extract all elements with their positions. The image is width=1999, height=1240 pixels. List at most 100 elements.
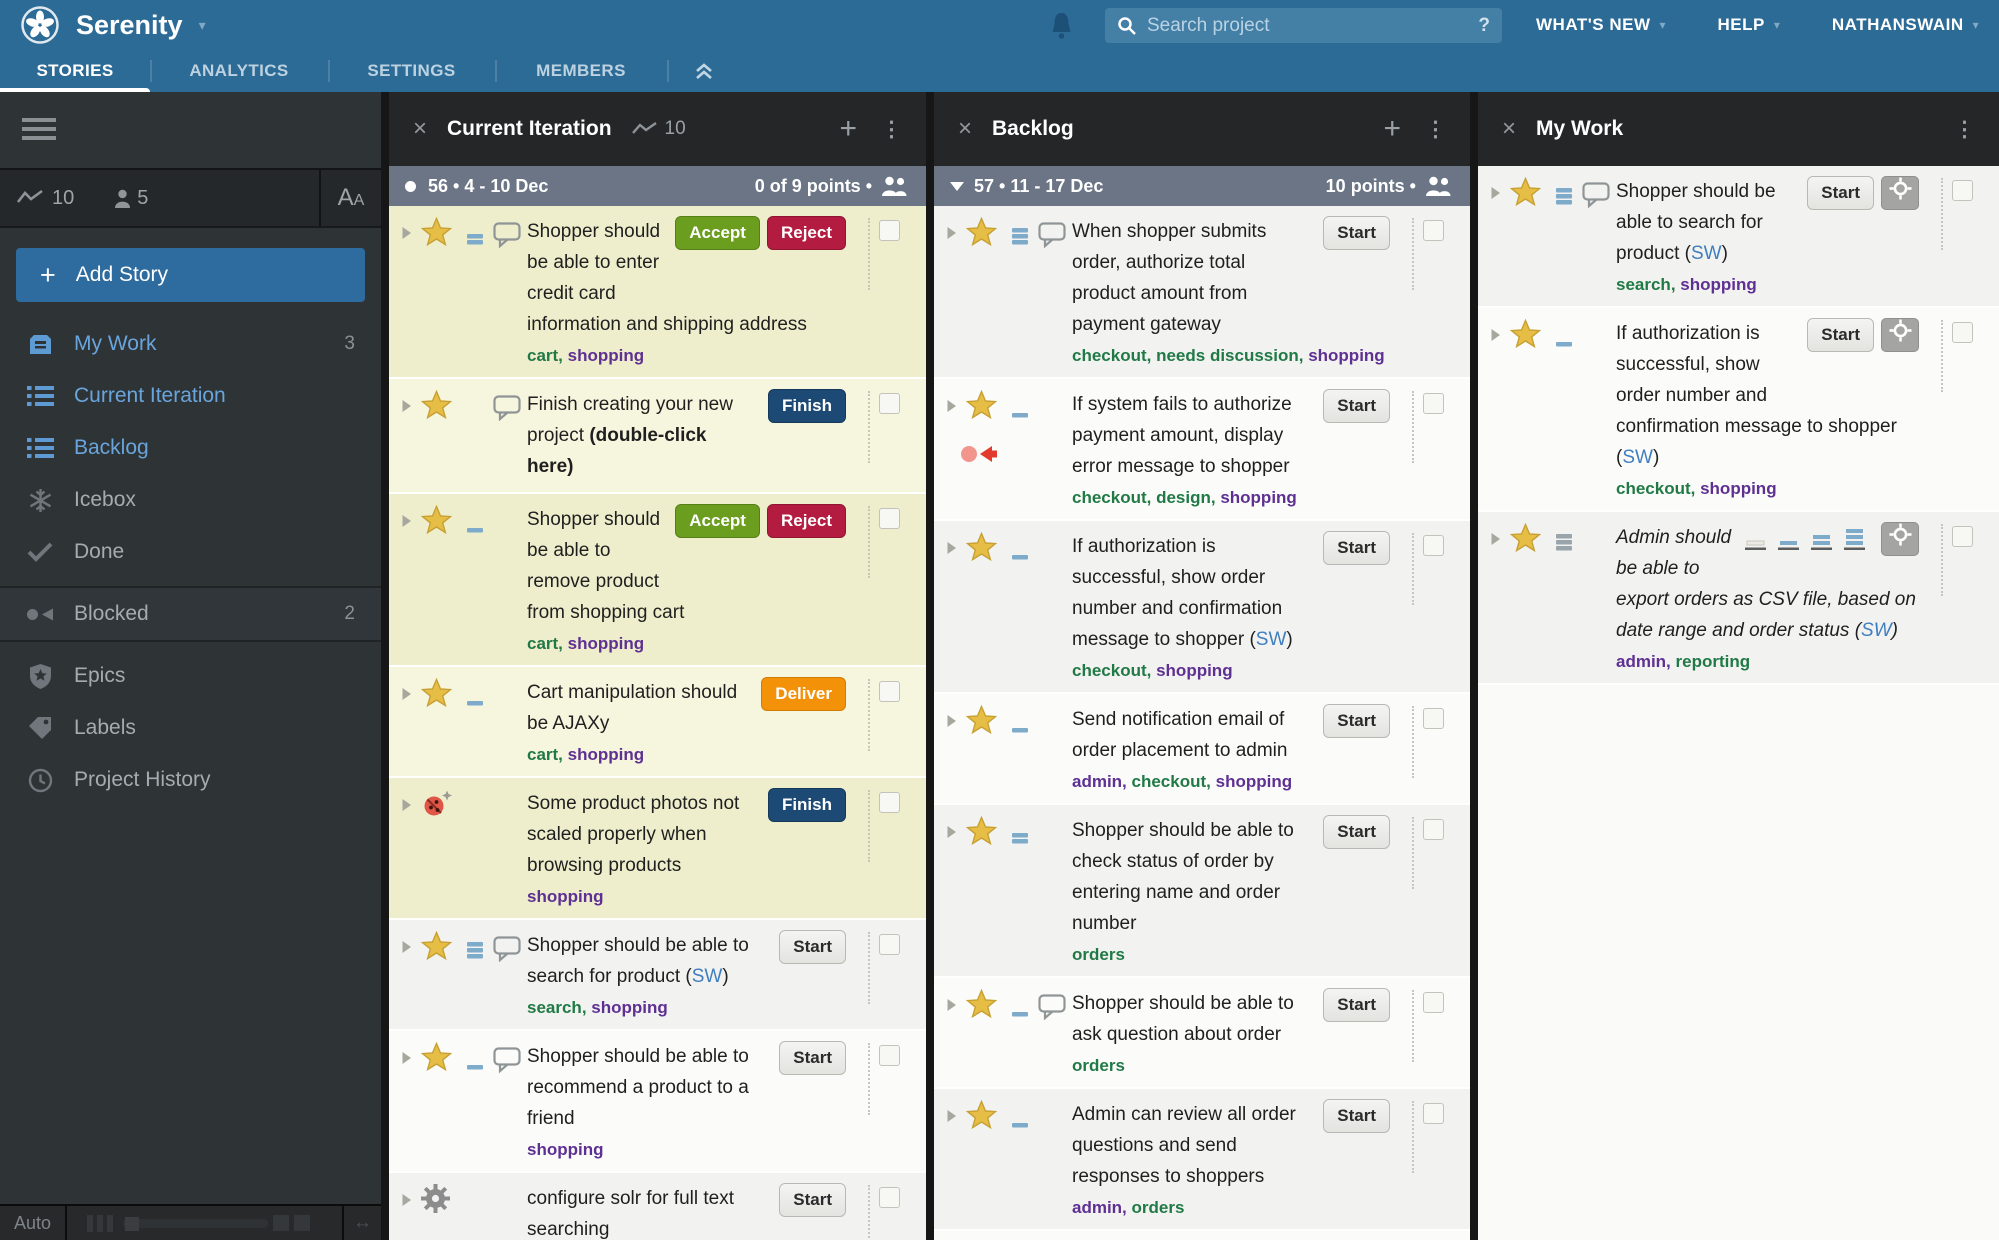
drag-handle[interactable] [1941, 178, 1943, 250]
story-row[interactable]: Accept Reject Shopper should be able to re… [389, 494, 926, 667]
story-label[interactable]: checkout, [1072, 661, 1157, 680]
top-menu-item[interactable]: NATHANSWAIN ▾ [1832, 15, 1979, 35]
layout-squares-icon[interactable] [273, 1215, 310, 1231]
story-title-link[interactable]: SW [1255, 629, 1287, 650]
panel-add-story-button[interactable]: + [1383, 112, 1401, 145]
story-label[interactable]: shopping [1220, 488, 1297, 507]
story-checkbox[interactable] [1952, 322, 1973, 343]
drag-handle[interactable] [868, 391, 870, 463]
start-button[interactable]: Start [1323, 531, 1390, 565]
auto-mode-toggle[interactable]: Auto [0, 1206, 67, 1240]
drag-handle[interactable] [1412, 706, 1414, 778]
iteration-strip[interactable]: 57 • 11 - 17 Dec 10 points • [934, 166, 1470, 206]
drag-handle[interactable] [1412, 533, 1414, 605]
sidebar-item-backlog[interactable]: Backlog [0, 422, 381, 474]
story-label[interactable]: cart, [527, 346, 568, 365]
panel-width-slider[interactable] [123, 1219, 268, 1228]
story-row[interactable]: Start If authorization is successful, sho… [1478, 308, 1999, 512]
drag-handle[interactable] [868, 1043, 870, 1115]
start-button[interactable]: Start [1323, 988, 1390, 1022]
story-checkbox[interactable] [1423, 220, 1444, 241]
expand-caret-icon[interactable] [401, 798, 412, 817]
estimate-3-button[interactable] [1843, 526, 1866, 561]
drag-handle[interactable] [1412, 1101, 1414, 1173]
expand-caret-icon[interactable] [1490, 328, 1501, 347]
collapse-tabs-button[interactable] [667, 50, 741, 92]
project-dropdown-caret-icon[interactable]: ▾ [198, 16, 206, 33]
tab-settings[interactable]: SETTINGS [328, 50, 495, 92]
panel-menu-button[interactable]: ⋮ [881, 117, 902, 141]
panel-add-story-button[interactable]: + [839, 112, 857, 145]
story-row[interactable]: Start Shopper should be able to check sta… [934, 805, 1470, 978]
slider-handle[interactable] [125, 1217, 139, 1231]
drag-handle[interactable] [1941, 320, 1943, 392]
drag-handle[interactable] [1412, 391, 1414, 463]
story-row[interactable]: Start Admin can review all order question… [934, 1089, 1470, 1231]
story-label[interactable]: orders [1072, 1056, 1125, 1075]
estimate-2-button[interactable] [1810, 526, 1833, 561]
story-label[interactable]: reporting [1675, 652, 1751, 671]
story-label[interactable]: shopping [1308, 346, 1385, 365]
sidebar-item-epics[interactable]: Epics [0, 650, 381, 702]
story-checkbox[interactable] [1423, 708, 1444, 729]
story-title-link[interactable]: SW [1690, 243, 1722, 264]
story-title-link[interactable]: SW [1861, 620, 1892, 641]
story-label[interactable]: checkout, [1072, 346, 1157, 365]
reject-button[interactable]: Reject [766, 216, 846, 250]
story-checkbox[interactable] [879, 681, 900, 702]
story-label[interactable]: shopping [527, 1140, 604, 1159]
reject-button[interactable]: Reject [766, 504, 846, 538]
story-checkbox[interactable] [1423, 535, 1444, 556]
iteration-strip[interactable]: 56 • 4 - 10 Dec 0 of 9 points • [389, 166, 926, 206]
story-row[interactable]: Admin should be able to export orders as… [1478, 512, 1999, 685]
deliver-button[interactable]: Deliver [761, 677, 846, 711]
search-box[interactable]: ? [1105, 8, 1502, 43]
story-checkbox[interactable] [879, 220, 900, 241]
story-row[interactable]: Start If authorization is successful, sho… [934, 521, 1470, 694]
start-button[interactable]: Start [1807, 318, 1874, 352]
story-label[interactable]: shopping [1156, 661, 1233, 680]
expand-caret-icon[interactable] [946, 825, 957, 844]
sidebar-item-current-iteration[interactable]: Current Iteration [0, 370, 381, 422]
start-button[interactable]: Start [1323, 216, 1390, 250]
story-checkbox[interactable] [879, 1045, 900, 1066]
story-label[interactable]: shopping [527, 887, 604, 906]
expand-caret-icon[interactable] [946, 399, 957, 418]
story-label[interactable]: search, [1616, 275, 1681, 294]
drag-handle[interactable] [1412, 990, 1414, 1062]
drag-handle[interactable] [1412, 817, 1414, 889]
story-checkbox[interactable] [1423, 1103, 1444, 1124]
expand-caret-icon[interactable] [401, 514, 412, 533]
drag-handle[interactable] [1941, 524, 1943, 596]
story-checkbox[interactable] [879, 1187, 900, 1208]
locate-button[interactable] [1881, 522, 1919, 556]
story-checkbox[interactable] [879, 792, 900, 813]
tab-stories[interactable]: STORIES [0, 50, 150, 92]
story-label[interactable]: orders [1131, 1198, 1185, 1217]
close-panel-button[interactable]: × [958, 115, 973, 142]
story-label[interactable]: needs discussion, [1156, 346, 1309, 365]
story-checkbox[interactable] [1952, 180, 1973, 201]
story-row[interactable]: Start configure solr for full text search… [389, 1173, 926, 1240]
story-label[interactable]: admin, [1616, 652, 1676, 671]
finish-button[interactable]: Finish [767, 788, 846, 822]
story-checkbox[interactable] [1423, 393, 1444, 414]
expand-caret-icon[interactable] [946, 714, 957, 733]
story-title-link[interactable]: SW [691, 966, 723, 987]
story-label[interactable]: shopping [591, 998, 668, 1017]
story-checkbox[interactable] [879, 393, 900, 414]
locate-button[interactable] [1881, 176, 1919, 210]
sidebar-item-icebox[interactable]: Icebox [0, 474, 381, 526]
story-checkbox[interactable] [1952, 526, 1973, 547]
expand-caret-icon[interactable] [946, 1109, 957, 1128]
top-menu-item[interactable]: HELP ▾ [1718, 15, 1780, 35]
story-label[interactable]: admin, [1072, 772, 1132, 791]
expand-caret-icon[interactable] [401, 1193, 412, 1212]
expand-caret-icon[interactable] [946, 226, 957, 245]
accept-button[interactable]: Accept [675, 504, 760, 538]
close-panel-button[interactable]: × [413, 115, 428, 142]
drag-handle[interactable] [868, 932, 870, 1004]
story-checkbox[interactable] [1423, 819, 1444, 840]
story-label[interactable]: checkout, [1131, 772, 1216, 791]
start-button[interactable]: Start [1323, 389, 1390, 423]
